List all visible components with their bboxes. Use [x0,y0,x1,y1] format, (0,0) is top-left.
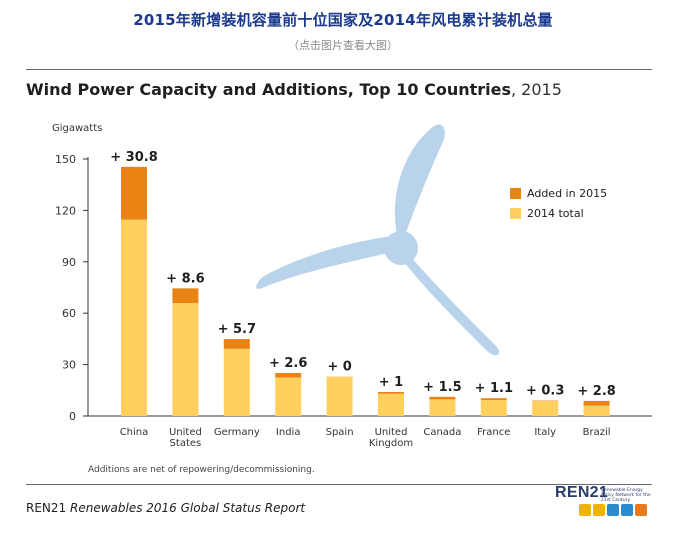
bar-2014-total [480,400,507,416]
x-tick-label: Italy [534,427,556,438]
x-tick-label: France [477,427,510,438]
bar-added-2015 [378,392,404,394]
data-label: + 2.6 [269,356,307,371]
x-tick-label: Kingdom [369,438,413,449]
y-tick-label: 60 [62,307,76,320]
footer-org: REN21 [26,501,67,515]
sun-icon [579,504,591,516]
bar-added-2015 [275,372,302,378]
person-icon [593,504,605,516]
x-tick-label: United [169,427,202,438]
data-label: + 30.8 [110,150,158,165]
bar-2014-total [378,393,404,416]
footer-report: Renewables 2016 Global Status Report [70,501,306,515]
chart-title-year: , 2015 [511,80,562,99]
x-tick-label: Brazil [583,427,611,438]
bar-added-2015 [172,288,199,304]
bar-added-2015 [532,400,559,402]
data-label: + 0 [327,360,351,375]
page-title: 2015年新增装机容量前十位国家及2014年风电累计装机总量 [133,11,553,29]
x-tick-label: China [120,427,149,438]
bar-added-2015 [223,339,250,349]
bar-2014-total [326,376,353,416]
legend-swatch-2014 [510,207,521,219]
chart-title-main: Wind Power Capacity and Additions, Top 1… [26,80,511,99]
legend-item-2014: 2014 total [510,203,607,223]
bar-added-2015 [583,400,610,406]
chart-legend: Added in 2015 2014 total [510,183,607,223]
chart-note: Additions are net of repowering/decommis… [88,465,315,475]
data-label: + 2.8 [577,384,615,399]
turbine-blade-right [404,256,500,356]
x-tick-label: Germany [214,427,260,438]
turbine-blade-left [256,236,392,289]
bar-2014-total [429,399,456,416]
y-tick-label: 120 [55,204,76,217]
footer-source: REN21 Renewables 2016 Global Status Repo… [26,501,305,515]
y-tick-label: 150 [55,153,76,166]
bar-2014-total [223,348,250,416]
turbine-blade-top [394,124,445,240]
chart-title: Wind Power Capacity and Additions, Top 1… [26,80,562,99]
data-label: + 0.3 [526,384,564,399]
leaf-icon [635,504,647,516]
bar-added-2015 [121,166,147,220]
data-label: + 1.1 [475,381,513,396]
top-divider [26,69,652,70]
y-tick-label: 30 [62,359,76,372]
wind-turbine-icon [256,124,500,356]
x-tick-label: Canada [423,427,461,438]
x-tick-label: States [170,438,202,449]
bar-2014-total [172,303,199,416]
wave-icon [621,504,633,516]
logo-text: REN21 [555,484,609,501]
x-tick-label: Spain [326,427,354,438]
data-label: + 5.7 [218,322,256,337]
y-axis-label: Gigawatts [52,123,103,134]
bottom-divider [26,484,652,485]
chart-bars [121,166,610,416]
y-tick-label: 0 [69,410,76,423]
bar-2014-total [275,377,302,416]
ren21-logo: REN21 Renewable Energy Policy Network fo… [555,484,655,522]
legend-swatch-added [510,187,521,199]
legend-label-added: Added in 2015 [527,186,608,200]
drop-icon [607,504,619,516]
logo-tagline: Renewable Energy Policy Network for the … [601,488,651,503]
x-tick-label: India [276,427,301,438]
bar-added-2015 [429,396,456,400]
data-label: + 8.6 [166,271,204,286]
bar-2014-total [532,401,559,416]
bar-2014-total [121,219,147,416]
y-tick-label: 90 [62,256,76,269]
x-tick-label: United [375,427,408,438]
page-subtitle[interactable]: （点击图片查看大图） [288,39,398,52]
legend-item-added: Added in 2015 [510,183,607,203]
data-label: + 1.5 [423,380,461,395]
legend-label-2014: 2014 total [527,206,584,220]
data-label: + 1 [379,375,403,390]
logo-icons [579,504,647,516]
turbine-hub [384,231,418,265]
bar-added-2015 [480,398,507,401]
bar-2014-total [583,405,610,416]
